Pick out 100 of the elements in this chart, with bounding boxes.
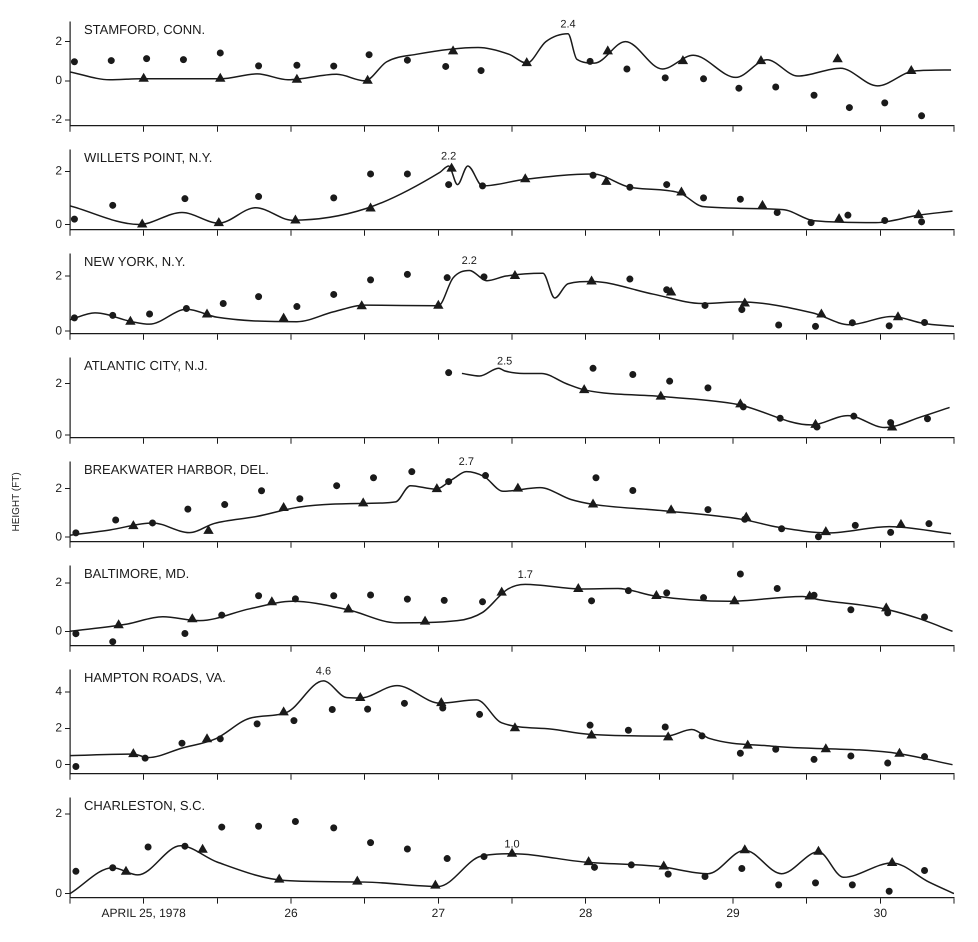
point	[810, 756, 818, 763]
point	[109, 202, 116, 209]
point	[218, 824, 226, 831]
point	[352, 876, 362, 885]
y-tick-label: 2	[55, 806, 62, 820]
point	[814, 533, 822, 540]
point	[663, 181, 670, 188]
chart-title: CHARLESTON, S.C.	[84, 798, 206, 814]
point	[666, 287, 676, 296]
point	[738, 306, 746, 314]
point	[292, 818, 299, 826]
chart-title: BREAKWATER HARBOR, DEL.	[84, 462, 269, 478]
point	[204, 525, 214, 534]
point	[887, 528, 894, 536]
point	[656, 391, 666, 400]
point	[202, 734, 212, 742]
y-tick-label: 0	[55, 73, 62, 88]
point	[925, 520, 932, 528]
point	[522, 58, 532, 66]
point	[884, 760, 892, 767]
point	[214, 218, 224, 226]
point	[586, 276, 596, 285]
y-tick-label: 2	[55, 575, 62, 590]
point	[330, 290, 338, 298]
point	[404, 596, 411, 603]
point	[774, 209, 781, 216]
point	[704, 384, 712, 392]
point	[663, 589, 670, 596]
y-tick-label: 0	[55, 428, 62, 442]
point	[772, 84, 780, 91]
point	[740, 298, 750, 307]
point	[896, 519, 906, 528]
point	[588, 499, 598, 508]
point	[362, 75, 372, 84]
point	[736, 570, 744, 578]
point	[445, 369, 452, 376]
y-tick-label: 2	[55, 164, 62, 178]
point	[367, 592, 374, 599]
point	[742, 740, 753, 749]
point	[886, 322, 893, 330]
point	[442, 62, 450, 70]
point	[121, 866, 131, 875]
point	[852, 522, 859, 529]
point	[128, 748, 138, 758]
annotation: 2.5	[496, 355, 512, 368]
point	[924, 415, 931, 422]
point	[366, 51, 373, 58]
chart-title: ATLANTIC CITY, N.J.	[84, 358, 208, 374]
point	[216, 49, 224, 56]
point	[202, 309, 212, 318]
point	[814, 846, 824, 855]
point	[445, 181, 452, 188]
point	[404, 56, 411, 64]
point	[404, 170, 411, 178]
point	[344, 604, 354, 613]
annotation: 1.0	[504, 838, 520, 850]
point	[367, 170, 374, 178]
point	[588, 597, 596, 604]
point	[894, 748, 904, 757]
point	[662, 724, 669, 730]
y-tick-label: 2	[55, 720, 62, 735]
point	[730, 596, 740, 604]
point	[255, 592, 262, 600]
y-tick-label: 2	[55, 34, 62, 48]
point	[128, 520, 138, 530]
point	[590, 364, 597, 372]
point	[404, 845, 411, 852]
point	[479, 598, 486, 606]
point	[906, 65, 916, 74]
point	[146, 310, 154, 318]
point	[678, 56, 688, 64]
point	[736, 750, 744, 757]
point	[328, 706, 336, 714]
point	[602, 46, 613, 54]
point	[255, 293, 262, 300]
annotation: 2.2	[462, 255, 477, 268]
point	[816, 309, 826, 318]
point	[220, 300, 227, 308]
point	[184, 506, 192, 513]
point	[432, 484, 442, 492]
point	[330, 824, 338, 832]
point	[626, 276, 634, 283]
point	[736, 196, 744, 203]
point	[584, 856, 594, 866]
point	[436, 698, 446, 706]
point	[290, 717, 298, 724]
point	[444, 855, 451, 862]
point	[774, 584, 781, 592]
point	[666, 378, 674, 385]
point	[400, 700, 408, 707]
y-tick-label: 0	[55, 323, 62, 338]
point	[255, 62, 262, 70]
point	[293, 62, 300, 69]
point	[666, 504, 676, 514]
annotation: 2.4	[560, 18, 576, 30]
y-tick-label: 0	[55, 624, 62, 638]
point	[114, 620, 124, 628]
point	[440, 596, 448, 604]
point	[738, 865, 746, 872]
point	[72, 763, 80, 770]
